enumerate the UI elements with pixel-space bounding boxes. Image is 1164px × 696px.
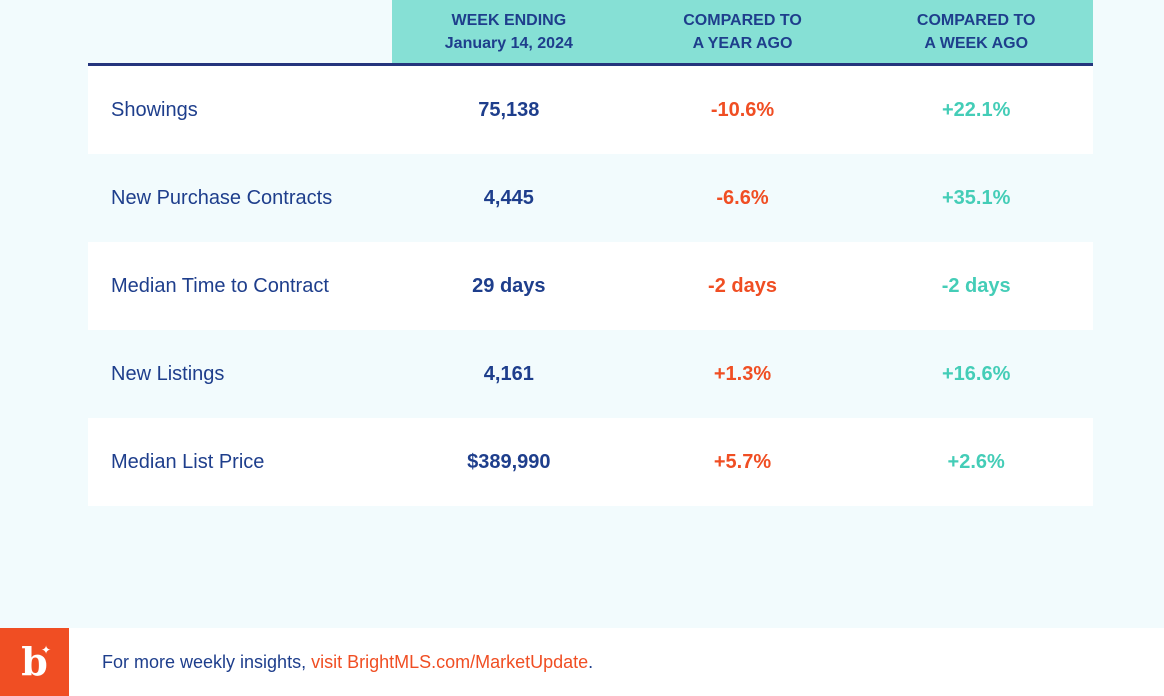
year-change: +5.7%	[713, 450, 772, 473]
week-value: 4,161	[483, 362, 534, 385]
year-change: -6.6%	[716, 186, 769, 209]
sparkle-icon: ✦	[40, 643, 51, 657]
row-label: Median List Price	[111, 450, 265, 473]
footer-lead-text: For more weekly insights,	[102, 651, 312, 672]
year-change: -10.6%	[710, 98, 775, 121]
footer-text: For more weekly insights, visit BrightML…	[102, 652, 593, 673]
header-year-ago: COMPARED TO A YEAR AGO	[683, 11, 802, 52]
header-week-ago: COMPARED TO A WEEK AGO	[916, 11, 1036, 52]
footer-period: .	[588, 651, 594, 672]
table-row: Median List Price $389,990 +5.7% +2.6%	[88, 418, 1093, 506]
year-change: -2 days	[708, 274, 777, 297]
table-row: New Listings 4,161 +1.3% +16.6%	[88, 330, 1093, 418]
row-label: New Purchase Contracts	[111, 186, 333, 209]
row-label: New Listings	[111, 362, 225, 385]
table-row: Median Time to Contract 29 days -2 days …	[88, 242, 1093, 330]
week-value: 4,445	[483, 186, 534, 209]
week-value: 29 days	[472, 274, 546, 297]
bright-mls-logo: b ✦	[0, 628, 69, 696]
week-change: +16.6%	[941, 362, 1011, 385]
row-label: Median Time to Contract	[111, 274, 329, 297]
week-change: -2 days	[941, 274, 1011, 297]
week-change: +22.1%	[941, 98, 1011, 121]
week-value: 75,138	[478, 98, 540, 121]
week-change: +35.1%	[941, 186, 1011, 209]
footer-bar: b ✦ For more weekly insights, visit Brig…	[0, 628, 1164, 696]
year-change: +1.3%	[713, 362, 772, 385]
row-label: Showings	[111, 98, 198, 121]
table-header: WEEK ENDING January 14, 2024 COMPARED TO…	[88, 0, 1093, 66]
logo-letter: b	[21, 639, 48, 684]
header-week-ending: WEEK ENDING January 14, 2024	[444, 11, 573, 52]
header-cells: WEEK ENDING January 14, 2024 COMPARED TO…	[392, 0, 1093, 63]
table-row: Showings 75,138 -10.6% +22.1%	[88, 66, 1093, 154]
market-update-link[interactable]: visit BrightMLS.com/MarketUpdate	[311, 651, 589, 672]
header-spacer	[88, 0, 392, 63]
week-value: $389,990	[467, 450, 551, 473]
week-change: +2.6%	[947, 450, 1005, 473]
table-row: New Purchase Contracts 4,445 -6.6% +35.1…	[88, 154, 1093, 242]
market-stats-table: WEEK ENDING January 14, 2024 COMPARED TO…	[88, 0, 1093, 506]
